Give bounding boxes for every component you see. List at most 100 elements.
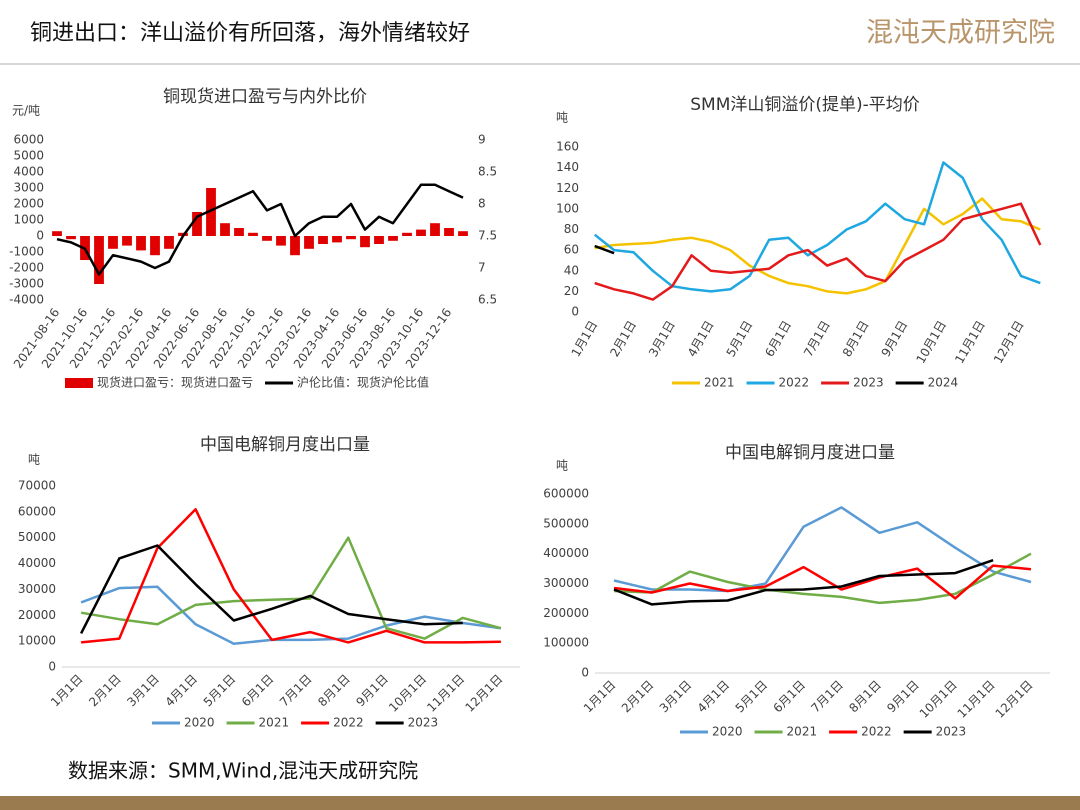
legend-label: 2023 [853, 376, 884, 390]
y-tick-label: 70000 [18, 479, 56, 493]
y2-tick-label: 7.5 [478, 229, 497, 243]
series-line [594, 244, 615, 255]
series-line [613, 552, 1032, 605]
y2-tick-label: 7 [478, 261, 486, 275]
series-line [80, 536, 502, 640]
bar [164, 236, 174, 249]
x-tick-label: 9月1日 [879, 318, 911, 359]
series-line [613, 559, 994, 606]
bar [150, 236, 160, 256]
y-tick-label: 600000 [543, 487, 589, 501]
bar [66, 236, 76, 240]
y-axis-unit: 吨 [28, 453, 40, 467]
legend-label: 2020 [712, 725, 743, 739]
y-tick-label: 160 [556, 140, 579, 154]
y-tick-label: 30000 [18, 582, 56, 596]
series-line [594, 197, 1041, 295]
x-tick-label: 10月1日 [386, 672, 429, 715]
x-tick-label: 1月1日 [581, 678, 619, 716]
x-tick-label: 12月1日 [991, 318, 1027, 366]
x-tick-label: 11月1日 [955, 678, 998, 721]
bar [136, 236, 146, 251]
y2-tick-label: 9 [478, 133, 486, 147]
chart-title: 中国电解铜月度进口量 [725, 443, 895, 463]
x-tick-label: 3月1日 [646, 318, 678, 359]
x-tick-label: 11月1日 [952, 318, 988, 366]
y-tick-label: 80 [564, 222, 579, 236]
y-tick-label: 400000 [543, 546, 589, 560]
x-tick-label: 10月1日 [913, 318, 949, 366]
legend-label: 2022 [333, 716, 364, 730]
x-tick-label: 3月1日 [124, 672, 162, 710]
series-line [80, 585, 502, 645]
y-tick-label: 140 [556, 160, 579, 174]
y-tick-label: 40 [564, 263, 579, 277]
x-tick-label: 6月1日 [762, 318, 794, 359]
y-tick-label: 20000 [18, 608, 56, 622]
x-tick-label: 8月1日 [840, 318, 872, 359]
y-tick-label: 40000 [18, 556, 56, 570]
x-tick-label: 9月1日 [884, 678, 922, 716]
x-tick-label: 4月1日 [163, 672, 201, 710]
y-tick-label: 120 [556, 181, 579, 195]
bar [276, 236, 286, 246]
x-tick-label: 1月1日 [48, 672, 86, 710]
bar [94, 236, 104, 284]
y-tick-label: -4000 [9, 293, 44, 307]
bar [346, 236, 356, 240]
x-tick-label: 8月1日 [846, 678, 884, 716]
y-tick-label: 200000 [543, 606, 589, 620]
y-axis-unit: 吨 [556, 459, 568, 473]
x-tick-label: 1月1日 [569, 318, 601, 359]
y-tick-label: 20 [564, 284, 579, 298]
bar [234, 228, 244, 236]
bar [318, 236, 328, 244]
x-tick-label: 5月1日 [733, 678, 771, 716]
slide-title: 铜进出口：洋山溢价有所回落，海外情绪较好 [30, 21, 470, 46]
legend-label: 沪伦比值：现货沪伦比值 [297, 375, 429, 390]
legend-label: 2021 [704, 376, 735, 390]
y-tick-label: 500000 [543, 516, 589, 530]
bar [290, 236, 300, 256]
x-tick-label: 2月1日 [86, 672, 124, 710]
bar [360, 236, 370, 248]
bar [304, 236, 314, 249]
footer-bar [0, 796, 1080, 810]
y-tick-label: 60 [564, 243, 579, 257]
x-tick-label: 12月1日 [993, 678, 1036, 721]
series-line [594, 202, 1042, 301]
bar [122, 236, 132, 246]
chart-title: 中国电解铜月度出口量 [200, 435, 370, 455]
logo: 混沌天成研究院 [866, 18, 1055, 49]
x-tick-label: 2月1日 [607, 318, 639, 359]
bar [402, 232, 412, 236]
y-tick-label: 2000 [13, 197, 44, 211]
x-tick-label: 11月1日 [424, 672, 467, 715]
x-tick-label: 6月1日 [239, 672, 277, 710]
y-tick-label: 60000 [18, 504, 56, 518]
x-tick-label: 5月1日 [724, 318, 756, 359]
bar [262, 236, 272, 241]
bar [192, 212, 202, 236]
series-line [593, 161, 1041, 293]
legend-label: 2021 [259, 716, 290, 730]
legend-label: 2020 [184, 716, 215, 730]
x-tick-label: 4月1日 [685, 318, 717, 359]
x-tick-label: 12月1日 [462, 672, 505, 715]
y-tick-label: -3000 [9, 277, 44, 291]
x-tick-label: 6月1日 [770, 678, 808, 716]
bar [416, 229, 426, 236]
bar [458, 231, 468, 236]
y-tick-label: 6000 [13, 133, 44, 147]
x-tick-label: 7月1日 [277, 672, 315, 710]
y-tick-label: -2000 [9, 261, 44, 275]
chart-title: 铜现货进口盈亏与内外比价 [163, 87, 367, 107]
y-tick-label: 0 [36, 229, 44, 243]
x-tick-label: 4月1日 [695, 678, 733, 716]
bar [108, 236, 118, 249]
bar [220, 223, 230, 236]
y-axis-unit: 吨 [556, 111, 568, 125]
legend-label: 2022 [861, 725, 892, 739]
x-tick-label: 10月1日 [917, 678, 960, 721]
